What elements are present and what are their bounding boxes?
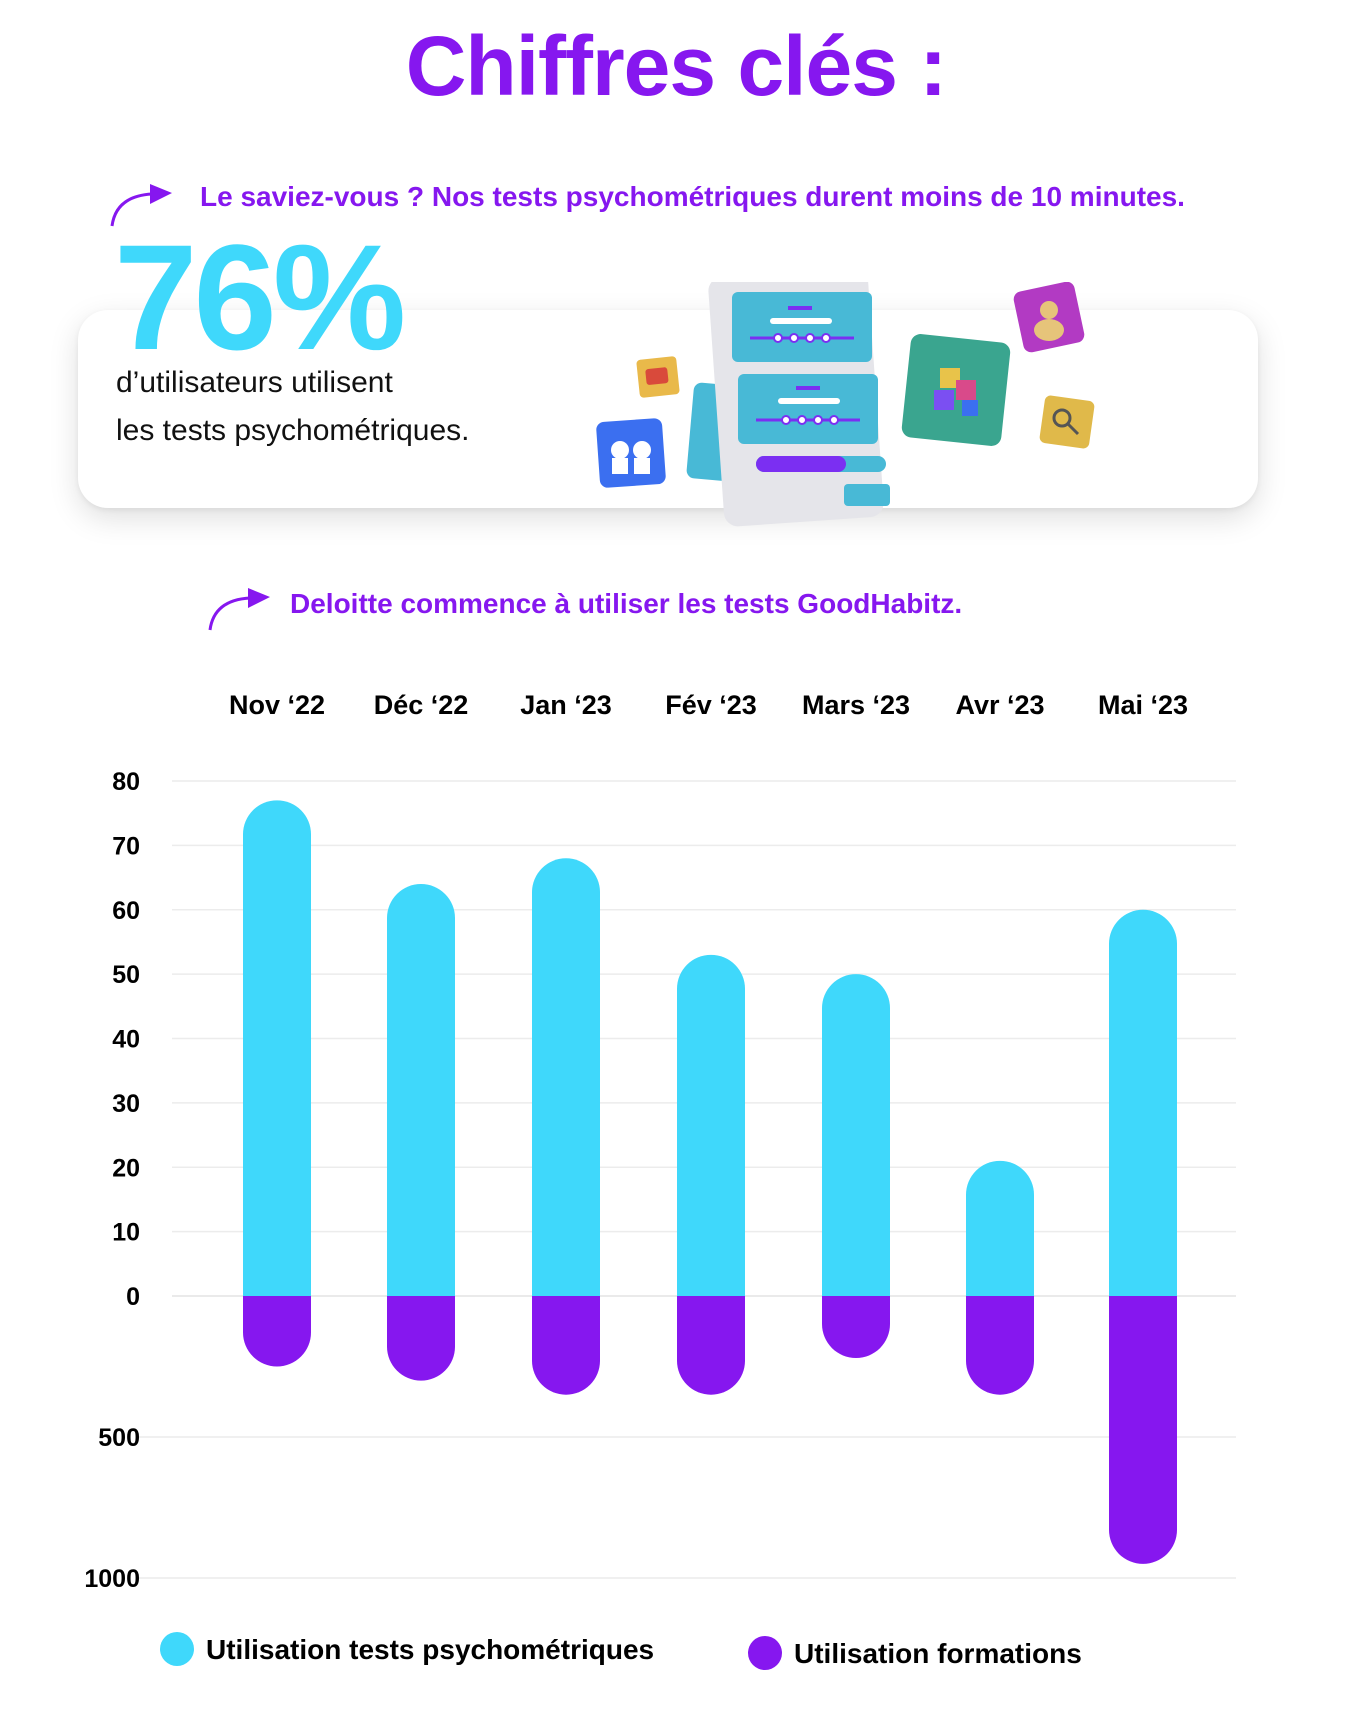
stat-value: 76% (114, 213, 406, 381)
bar-tests (387, 884, 455, 1296)
bar-formations (387, 1296, 455, 1381)
x-category-label: Mai ‘23 (1098, 690, 1188, 720)
page-title: Chiffres clés : (405, 19, 948, 113)
y-tick-label: 0 (126, 1283, 140, 1311)
bar-tests (966, 1160, 1034, 1296)
y-tick-label: 60 (112, 897, 140, 925)
y-tick-label: 40 (112, 1026, 140, 1054)
y-tick-label: 30 (112, 1090, 140, 1118)
test-illustration (596, 282, 1095, 527)
did-you-know-note: Le saviez-vous ? Nos tests psychométriqu… (200, 181, 1185, 212)
stat-description-line-1: d’utilisateurs utilisent (116, 366, 393, 399)
bar-formations (1109, 1296, 1177, 1564)
bar-formations (966, 1296, 1034, 1395)
tablet-icon (708, 282, 890, 527)
legend-label-formations: Utilisation formations (794, 1638, 1082, 1669)
bar-tests (1109, 909, 1177, 1296)
bar-tests (532, 858, 600, 1296)
magnifier-cube-icon (1039, 395, 1095, 449)
bar-formations (243, 1296, 311, 1367)
y-tick-label: 10 (112, 1219, 140, 1247)
y-tick-label: 20 (112, 1154, 140, 1182)
bar-formations (532, 1296, 600, 1395)
buddha-cube-icon (1013, 282, 1085, 353)
legend-label-tests: Utilisation tests psychométriques (206, 1634, 655, 1665)
small-yellow-cube-icon (636, 356, 680, 398)
y-tick-label: 70 (112, 832, 140, 860)
x-category-label: Fév ‘23 (665, 690, 757, 720)
blue-cube-icon (596, 418, 666, 488)
x-category-label: Nov ‘22 (229, 690, 325, 720)
x-category-label: Jan ‘23 (520, 690, 612, 720)
puzzle-cube-icon (901, 334, 1011, 446)
bar-tests (677, 954, 745, 1296)
y-tick-label: 50 (112, 961, 140, 989)
bar-formations (677, 1296, 745, 1395)
x-category-label: Avr ‘23 (955, 690, 1044, 720)
x-category-label: Déc ‘22 (374, 690, 469, 720)
curved-arrow-icon (208, 588, 270, 631)
bar-tests (822, 974, 890, 1296)
bar-tests (243, 800, 311, 1296)
bar-formations (822, 1296, 890, 1359)
deloitte-note: Deloitte commence à utiliser les tests G… (290, 588, 963, 619)
x-category-label: Mars ‘23 (802, 690, 910, 720)
legend-dot-formations (748, 1636, 782, 1670)
legend-dot-tests (160, 1632, 194, 1666)
stat-description-line-2: les tests psychométriques. (116, 414, 470, 447)
y-tick-label: 80 (112, 768, 140, 796)
y-tick-label: 1000 (84, 1565, 140, 1593)
curved-arrow-icon (110, 184, 172, 227)
y-tick-label: 500 (98, 1424, 140, 1452)
